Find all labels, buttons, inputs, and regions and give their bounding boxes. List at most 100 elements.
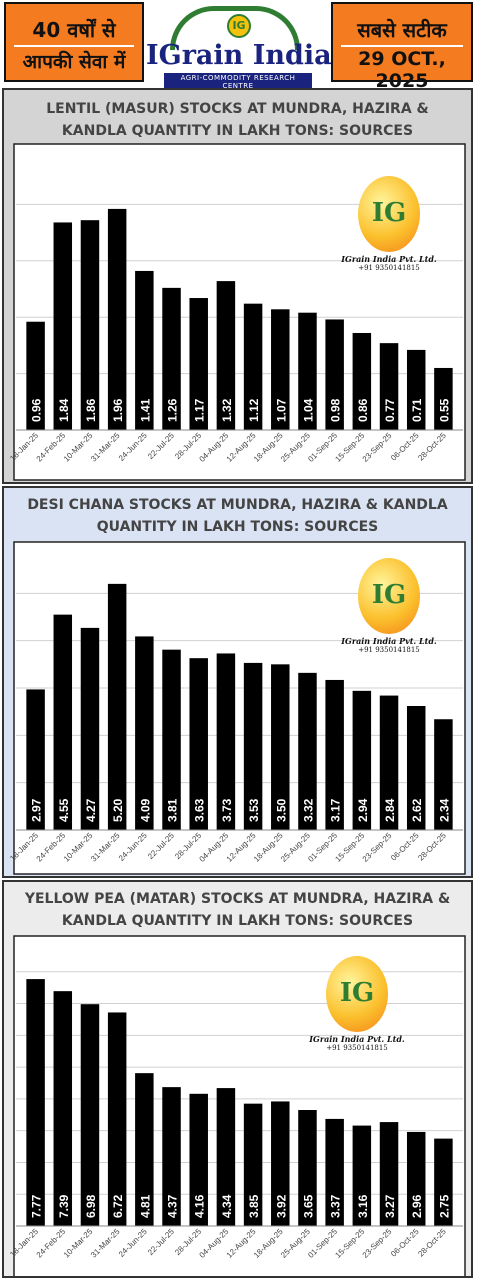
bar (325, 679, 344, 830)
data-label: 0.86 (356, 398, 370, 422)
bar (107, 1012, 127, 1226)
bar (107, 583, 127, 830)
bar (80, 1004, 100, 1226)
bar (352, 690, 372, 830)
bar (80, 627, 100, 830)
bar (162, 287, 181, 430)
watermark-phone: +91 9350141815 (326, 1044, 388, 1052)
data-label: 0.96 (30, 398, 44, 422)
left-line-2: आपकी सेवा में (22, 51, 126, 73)
data-label: 3.53 (247, 798, 261, 822)
data-label: 1.96 (111, 398, 125, 422)
lentil-chart-title-1: LENTIL (MASUR) STOCKS AT MUNDRA, HAZIRA … (46, 101, 429, 117)
data-label: 1.07 (274, 398, 288, 422)
bar (107, 208, 127, 430)
bar (216, 653, 236, 830)
data-label: 3.81 (166, 798, 180, 822)
watermark-name: IGrain India Pvt. Ltd. (309, 1034, 405, 1044)
bar (379, 343, 399, 430)
data-label: 1.04 (301, 398, 315, 422)
report-date: 29 OCT., 2025 (358, 48, 446, 92)
bar (216, 1088, 236, 1226)
data-label: 5.20 (111, 798, 125, 822)
bar (434, 367, 453, 430)
bar (298, 312, 317, 430)
watermark: IG IGrain India Pvt. Ltd. +91 9350141815 (302, 956, 412, 1052)
brand-name: IGrain India (146, 40, 332, 71)
data-label: 3.63 (193, 798, 207, 822)
data-label: 2.94 (356, 798, 370, 822)
chana-bar-chart: 2.9718-Jan-254.5524-Feb-254.2710-Mar-255… (8, 541, 466, 875)
lentil-chart-panel: LENTIL (MASUR) STOCKS AT MUNDRA, HAZIRA … (2, 88, 473, 484)
lentil-bar-chart: 0.9618-Jan-251.8424-Feb-251.8610-Mar-251… (8, 143, 466, 481)
left-divider (14, 45, 134, 47)
bar (189, 298, 208, 430)
data-label: 0.98 (329, 398, 343, 422)
bar (53, 614, 73, 830)
bar (80, 220, 100, 430)
data-label: 6.98 (84, 1194, 98, 1218)
bar (26, 321, 45, 430)
bar (379, 1122, 399, 1226)
chana-chart-panel: DESI CHANA STOCKS AT MUNDRA, HAZIRA & KA… (2, 486, 473, 878)
bar (135, 1073, 154, 1226)
bar (271, 1101, 290, 1226)
bar (406, 1131, 426, 1226)
data-label: 1.41 (138, 398, 152, 422)
data-label: 3.16 (356, 1194, 370, 1218)
data-label: 0.71 (410, 398, 424, 422)
data-label: 7.77 (30, 1194, 44, 1218)
chana-chart-title-1: DESI CHANA STOCKS AT MUNDRA, HAZIRA & KA… (27, 497, 448, 513)
data-label: 0.55 (437, 398, 451, 422)
data-label: 1.17 (193, 398, 207, 422)
watermark-coin-icon: IG (358, 176, 420, 252)
bar (298, 672, 317, 830)
bar (352, 332, 372, 430)
brand-tagline: AGRI-COMMODITY RESEARCH CENTRE (164, 73, 312, 91)
bar (162, 649, 181, 830)
lentil-chart-title-2: KANDLA QUANTITY IN LAKH TONS: SOURCES (61, 123, 414, 139)
data-label: 1.86 (84, 398, 98, 422)
watermark-letters: IG (371, 198, 407, 228)
yellow-pea-chart-panel: YELLOW PEA (MATAR) STOCKS AT MUNDRA, HAZ… (2, 880, 473, 1278)
data-label: 3.32 (301, 798, 315, 822)
bar (216, 281, 236, 430)
right-line-1: सबसे सटीक (357, 18, 447, 42)
watermark: IG IGrain India Pvt. Ltd. +91 9350141815 (334, 558, 444, 654)
bar (379, 695, 399, 830)
data-label: 4.81 (138, 1194, 152, 1218)
bar (26, 979, 45, 1226)
watermark-phone: +91 9350141815 (358, 264, 420, 272)
tagline-box-left: 40 वर्षों से आपकी सेवा में (4, 2, 144, 82)
date-box-right: सबसे सटीक 29 OCT., 2025 (331, 2, 473, 92)
data-label: 6.72 (111, 1194, 125, 1218)
data-label: 1.84 (57, 398, 71, 422)
data-label: 2.34 (437, 798, 451, 822)
data-label: 2.96 (410, 1194, 424, 1218)
watermark-coin-icon: IG (358, 558, 420, 634)
data-label: 3.73 (220, 798, 234, 822)
bar (434, 719, 453, 830)
chana-chart-title-2: QUANTITY IN LAKH TONS: SOURCES (96, 519, 379, 535)
bar (271, 309, 290, 430)
watermark: IG IGrain India Pvt. Ltd. +91 9350141815 (334, 176, 444, 272)
left-line-1: 40 वर्षों से (32, 18, 116, 42)
data-label: 2.84 (383, 798, 397, 822)
bar (406, 349, 426, 430)
data-label: 3.17 (329, 798, 343, 822)
watermark-coin-icon: IG (326, 956, 388, 1032)
bar (26, 689, 45, 830)
bar (162, 1087, 181, 1226)
bar (53, 222, 73, 430)
logo-coin-icon: IG (227, 14, 251, 38)
right-divider (341, 45, 463, 47)
report-header: 40 वर्षों से आपकी सेवा में IG IGrain Ind… (0, 0, 477, 92)
brand-logo: IG IGrain India AGRI-COMMODITY RESEARCH … (146, 0, 332, 91)
data-label: 4.37 (166, 1194, 180, 1218)
watermark-letters: IG (371, 580, 407, 610)
data-label: 1.26 (166, 398, 180, 422)
pea-chart-title-2: KANDLA QUANTITY IN LAKH TONS: SOURCES (61, 913, 414, 929)
bar (243, 303, 263, 430)
pea-chart-title-1: YELLOW PEA (MATAR) STOCKS AT MUNDRA, HAZ… (24, 891, 451, 907)
data-label: 7.39 (57, 1194, 71, 1218)
